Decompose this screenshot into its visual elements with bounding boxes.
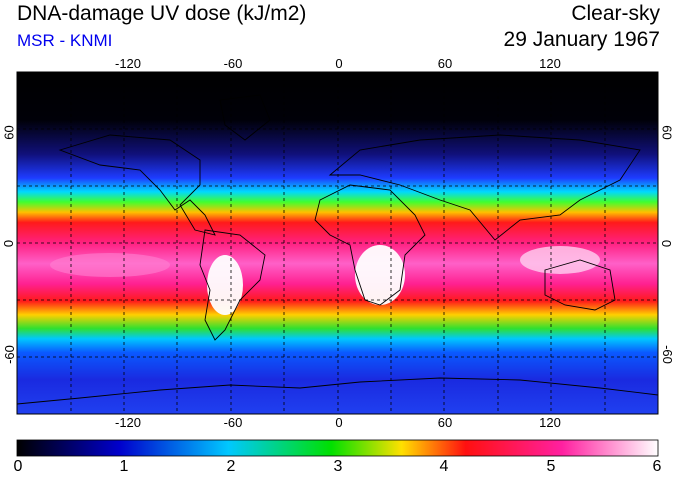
lon-tick-top: 60: [437, 56, 453, 71]
coast-europe-asia: [328, 134, 641, 241]
graticule: [17, 72, 658, 414]
coast-north-america: [58, 134, 216, 236]
lat-tick-left: 60: [1, 125, 17, 140]
lat-tick-left: -60: [1, 345, 17, 364]
lon-tick-bottom: 60: [437, 415, 453, 430]
lon-tick-top: 0: [335, 56, 343, 71]
coastlines: [17, 94, 658, 405]
lon-tick-top: 120: [539, 56, 561, 71]
lon-tick-bottom: 0: [335, 415, 343, 430]
lon-tick-top: -60: [223, 56, 243, 71]
hotspot-south-america: [207, 255, 243, 315]
coast-south-america: [199, 229, 266, 341]
hotspot-southern-africa: [355, 245, 405, 305]
colorbar-label: 2: [226, 458, 236, 475]
lat-tick-right: 0: [659, 239, 675, 248]
lon-tick-bottom: -60: [223, 415, 243, 430]
map-date: 29 January 1967: [503, 28, 660, 51]
colorbar-label: 6: [652, 458, 662, 475]
colorbar-label: 5: [546, 458, 556, 475]
colorbar-label: 4: [439, 458, 449, 475]
lat-tick-right: 60: [659, 125, 675, 140]
hotspot-pacific: [50, 253, 170, 277]
colorbar: [16, 439, 659, 457]
colorbar-label: 1: [119, 458, 129, 475]
lat-tick-left: 0: [1, 239, 17, 248]
coast-greenland: [219, 94, 271, 141]
coast-australia: [544, 259, 616, 311]
hotspot-indonesia: [520, 246, 600, 274]
sky-condition: Clear-sky: [571, 2, 660, 25]
coast-antarctica: [17, 377, 658, 405]
lat-tick-right: -60: [659, 345, 675, 364]
lon-tick-bottom: 120: [539, 415, 561, 430]
lon-tick-top: -120: [114, 56, 142, 71]
map-title: DNA-damage UV dose (kJ/m2): [17, 2, 307, 25]
colorbar-label: 3: [333, 458, 343, 475]
colorbar-label: 0: [13, 458, 23, 475]
source-label: MSR - KNMI: [17, 31, 113, 50]
map-frame: [16, 71, 659, 415]
coast-africa: [314, 184, 426, 306]
lon-tick-bottom: -120: [114, 415, 142, 430]
